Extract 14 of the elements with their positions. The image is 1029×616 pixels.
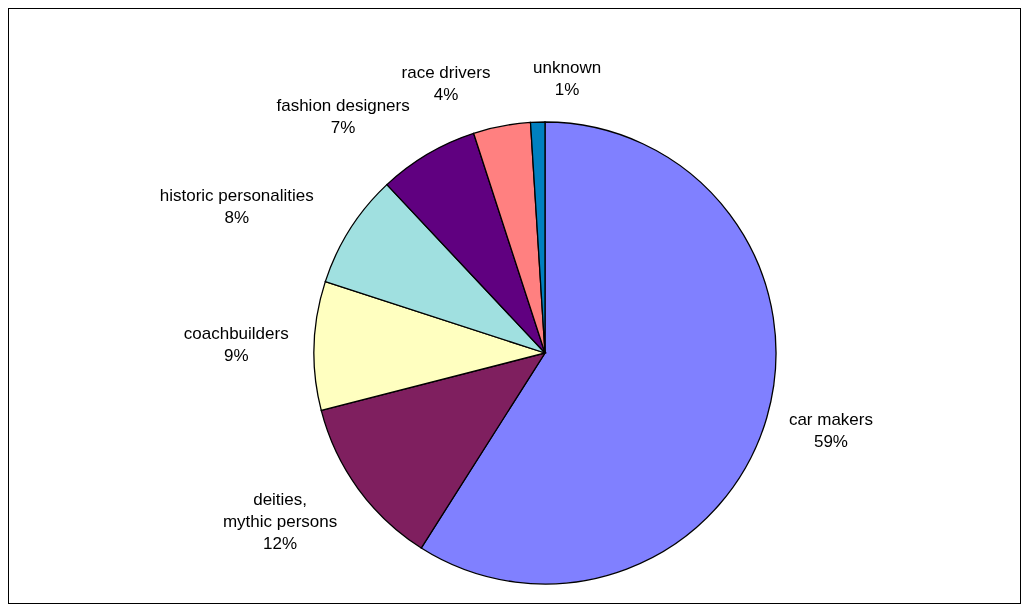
slice-label: race drivers: [401, 62, 491, 82]
slice-label: coachbuilders: [183, 323, 289, 343]
slice-label: deities, mythic persons: [222, 489, 338, 531]
slice-label: historic personalities: [159, 185, 314, 205]
data-label: 9%: [223, 345, 249, 365]
data-label: 12%: [263, 533, 298, 553]
data-label: 4%: [433, 84, 459, 104]
slice-label: fashion designers: [276, 95, 410, 115]
data-label: 59%: [813, 431, 848, 451]
data-label: 8%: [224, 207, 250, 227]
data-label: 7%: [330, 117, 356, 137]
slice-label: car makers: [788, 409, 873, 429]
slice-label: unknown: [533, 57, 602, 77]
data-label: 1%: [554, 79, 580, 99]
